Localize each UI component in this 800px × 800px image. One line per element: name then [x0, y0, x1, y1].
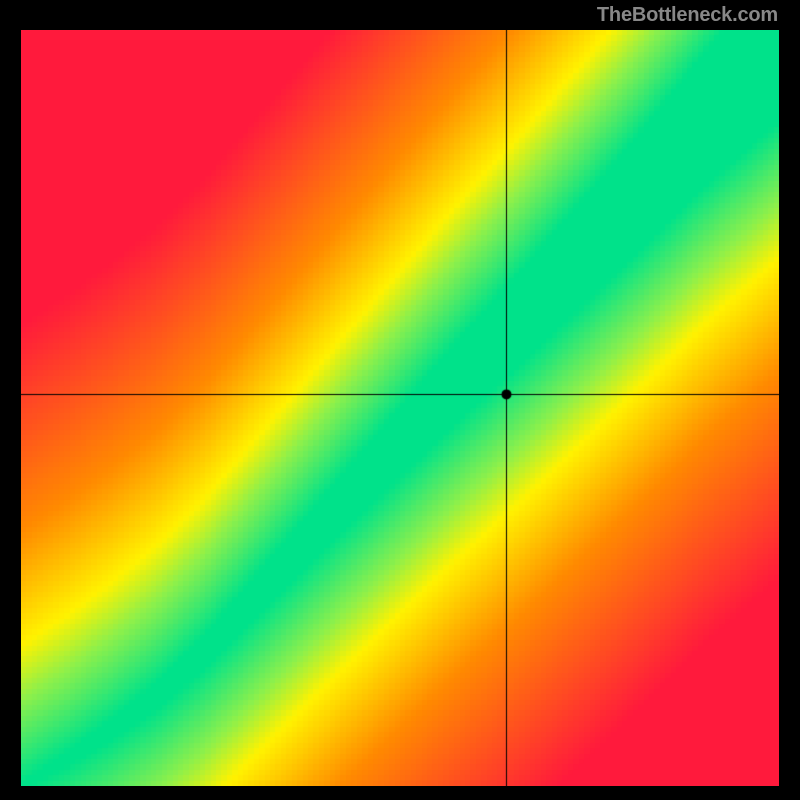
bottleneck-heatmap	[21, 30, 779, 786]
page-container: TheBottleneck.com	[0, 0, 800, 800]
watermark-text: TheBottleneck.com	[597, 4, 778, 27]
